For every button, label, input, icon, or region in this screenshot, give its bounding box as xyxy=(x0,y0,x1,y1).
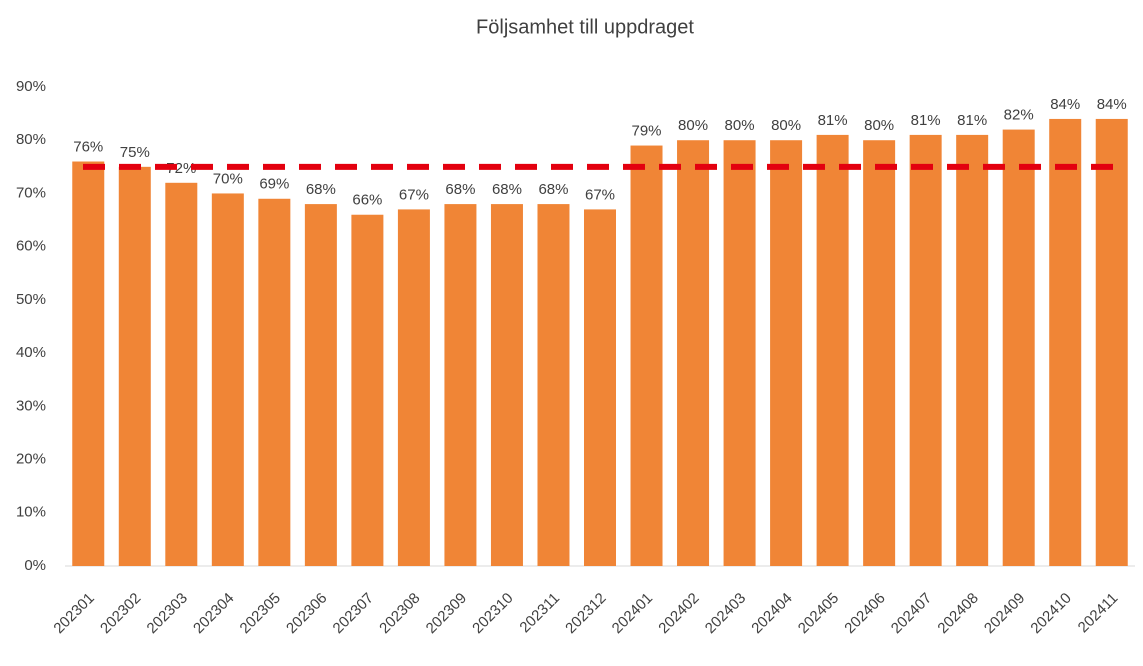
bar xyxy=(1002,129,1035,567)
y-tick-label: 0% xyxy=(24,557,46,574)
x-tick-label: 202303 xyxy=(144,590,191,637)
x-tick-label: 202409 xyxy=(981,590,1028,637)
bar xyxy=(677,140,710,566)
y-tick-label: 10% xyxy=(16,504,46,521)
x-tick-label: 202309 xyxy=(423,590,470,637)
x-tick-label: 202404 xyxy=(748,590,795,637)
value-label: 68% xyxy=(538,181,568,198)
bar xyxy=(1095,118,1128,566)
value-label: 80% xyxy=(864,117,894,134)
x-tick-label: 202401 xyxy=(609,590,656,637)
x-tick-label: 202408 xyxy=(934,590,981,637)
x-tick-label: 202405 xyxy=(795,590,842,637)
y-tick-label: 50% xyxy=(16,291,46,308)
y-tick-label: 20% xyxy=(16,451,46,468)
value-label: 81% xyxy=(957,112,987,129)
x-tick-label: 202410 xyxy=(1027,590,1074,637)
bar xyxy=(444,204,477,567)
bar xyxy=(723,140,756,566)
bar xyxy=(816,134,849,566)
value-label: 80% xyxy=(725,117,755,134)
bar xyxy=(490,204,523,567)
bar xyxy=(770,140,803,566)
y-tick-label: 70% xyxy=(16,184,46,201)
bar xyxy=(351,214,384,566)
x-tick-label: 202312 xyxy=(562,590,609,637)
x-tick-label: 202406 xyxy=(841,590,888,637)
value-label: 68% xyxy=(492,181,522,198)
y-tick-label: 90% xyxy=(16,78,46,95)
x-tick-label: 202402 xyxy=(655,590,702,637)
bar xyxy=(165,182,198,567)
x-tick-label: 202301 xyxy=(50,590,97,637)
y-tick-label: 80% xyxy=(16,131,46,148)
x-tick-label: 202308 xyxy=(376,590,423,637)
value-label: 75% xyxy=(120,144,150,161)
value-label: 68% xyxy=(445,181,475,198)
bar xyxy=(118,166,151,567)
bar xyxy=(397,209,430,566)
bar xyxy=(537,204,570,567)
bar xyxy=(630,145,663,567)
bar xyxy=(304,204,337,567)
x-tick-label: 202407 xyxy=(888,590,935,637)
bar xyxy=(211,193,244,566)
bar xyxy=(72,161,105,566)
value-label: 82% xyxy=(1004,107,1034,124)
y-tick-label: 40% xyxy=(16,344,46,361)
value-label: 70% xyxy=(213,170,243,187)
x-tick-label: 202302 xyxy=(97,590,144,637)
x-tick-label: 202305 xyxy=(237,590,284,637)
value-label: 79% xyxy=(632,123,662,140)
value-label: 76% xyxy=(73,138,103,155)
x-tick-label: 202411 xyxy=(1075,590,1122,637)
value-label: 68% xyxy=(306,181,336,198)
value-label: 80% xyxy=(771,117,801,134)
x-tick-label: 202307 xyxy=(330,590,377,637)
x-tick-label: 202310 xyxy=(469,590,516,637)
value-label: 69% xyxy=(259,176,289,193)
value-label: 67% xyxy=(585,186,615,203)
value-label: 81% xyxy=(818,112,848,129)
y-tick-label: 60% xyxy=(16,238,46,255)
bar xyxy=(909,134,942,566)
bar xyxy=(863,140,896,566)
value-label: 81% xyxy=(911,112,941,129)
value-label: 80% xyxy=(678,117,708,134)
value-label: 84% xyxy=(1097,96,1127,113)
bar xyxy=(258,198,291,566)
bar xyxy=(1049,118,1082,566)
chart-title: Följsamhet till uppdraget xyxy=(476,16,694,38)
x-tick-label: 202304 xyxy=(190,590,237,637)
value-label: 67% xyxy=(399,186,429,203)
x-tick-label: 202311 xyxy=(516,590,563,637)
value-label: 66% xyxy=(352,192,382,209)
value-label: 84% xyxy=(1050,96,1080,113)
x-tick-label: 202403 xyxy=(702,590,749,637)
bar xyxy=(956,134,989,566)
bar xyxy=(584,209,616,566)
y-tick-label: 30% xyxy=(16,397,46,414)
x-tick-label: 202306 xyxy=(283,590,330,637)
